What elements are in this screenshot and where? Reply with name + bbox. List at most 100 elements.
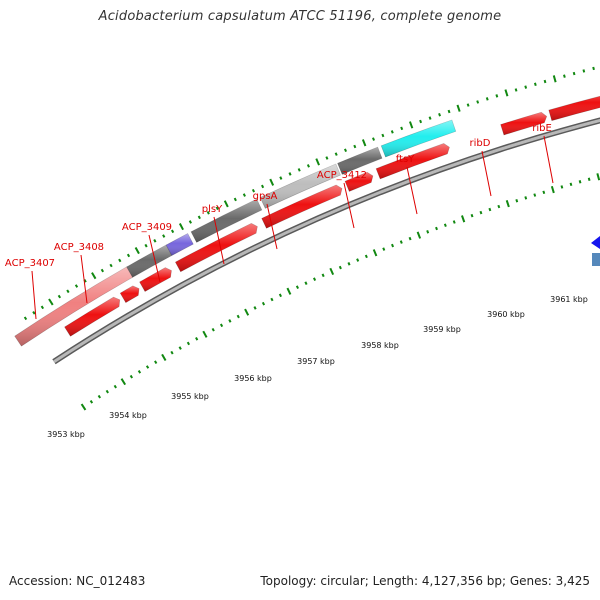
inner-tick-mark — [461, 215, 466, 223]
inner-tick-mark — [186, 341, 191, 346]
outer-tick-mark — [109, 263, 113, 268]
feature-track — [14, 119, 600, 347]
inner-tick-mark — [347, 262, 351, 266]
inner-tick-mark — [479, 210, 483, 215]
outer-tick-mark — [126, 253, 131, 258]
backbone-layer — [52, 117, 600, 365]
inner-tick-mark — [542, 190, 546, 195]
inner-tick-mark — [356, 258, 360, 262]
outer-tick-mark — [514, 88, 518, 92]
inner-tick-mark — [80, 403, 87, 411]
outer-tick-mark — [476, 100, 480, 104]
inner-tick-mark — [97, 394, 102, 399]
leader-line — [213, 216, 225, 265]
outer-tick-mark — [223, 200, 229, 208]
inner-tick-mark — [372, 249, 378, 257]
inner-tick-mark — [253, 306, 257, 310]
feature-dark-gray-shade — [191, 199, 262, 243]
outer-tick-mark — [466, 103, 470, 107]
inner-tick-mark — [515, 198, 519, 203]
gene-label: ACP_3407 — [5, 258, 55, 269]
inner-tick-mark — [416, 231, 422, 239]
inner-tick-mark — [550, 185, 555, 194]
inner-tick-mark — [228, 319, 232, 323]
outer-tick-mark — [592, 66, 595, 71]
outer-tick-mark — [485, 97, 489, 101]
inner-tick-mark — [382, 247, 386, 251]
kbp-label: 3960 kbp — [487, 310, 525, 319]
cds-track — [64, 95, 600, 337]
gene-label: ribE — [532, 123, 552, 134]
inner-tick-mark — [211, 327, 215, 332]
cds-arrow-shade — [64, 297, 120, 337]
outer-tick-mark — [390, 130, 394, 134]
inner-tick-mark — [286, 287, 292, 295]
leader-line — [31, 270, 37, 320]
outer-tick-mark — [353, 144, 357, 149]
backbone-line — [53, 118, 600, 364]
outer-tick-mark — [233, 197, 237, 202]
outer-tick-mark — [447, 109, 451, 114]
outer-tick-mark — [543, 79, 547, 84]
gene-label: plsY — [202, 204, 223, 215]
inner-tick-mark — [270, 297, 274, 302]
outer-tick-mark — [428, 116, 432, 120]
inner-tick-mark — [154, 360, 158, 364]
feature-steel — [592, 253, 600, 266]
feature-purple-shade — [166, 233, 194, 256]
outer-tick-mark — [456, 104, 461, 112]
inner-tick-mark — [236, 314, 240, 319]
inner-tick-mark — [313, 277, 317, 281]
outer-tick-mark — [197, 215, 201, 220]
kbp-label: 3953 kbp — [47, 430, 85, 439]
outer-tick-mark — [438, 112, 441, 117]
inner-tick-mark — [261, 301, 266, 306]
inner-tick-mark — [587, 177, 591, 181]
outer-tick-mark — [533, 82, 537, 86]
inner-tick-mark — [596, 173, 600, 181]
kbp-label: 3958 kbp — [361, 341, 399, 350]
inner-tick-mark — [170, 350, 174, 355]
outer-tick-mark — [372, 137, 375, 141]
gene-label: ACP_3412 — [317, 170, 367, 181]
inner-tick-mark — [321, 273, 325, 278]
inner-tick-mark — [569, 182, 573, 187]
feature-dark-gray-shade — [337, 147, 383, 175]
inner-tick-mark — [443, 223, 447, 227]
feature-light-gray-shade — [260, 163, 341, 209]
outer-tick-mark — [334, 152, 338, 156]
outer-tick-mark — [40, 305, 45, 310]
inner-tick-mark — [295, 285, 299, 289]
cds-arrow-shade — [139, 267, 172, 292]
gene-label: ribD — [470, 138, 491, 149]
inner-tick-mark — [497, 204, 501, 209]
cds-arrow-shade — [345, 172, 373, 192]
outer-tick-mark — [100, 268, 105, 273]
outer-tick-mark — [162, 234, 166, 238]
outer-tick-mark — [400, 126, 404, 131]
outer-tick-mark — [153, 239, 157, 243]
outer-tick-mark — [381, 133, 385, 138]
inner-tick-mark — [488, 207, 492, 212]
kbp-label: 3961 kbp — [550, 295, 588, 304]
outer-tick-mark — [188, 220, 192, 224]
inner-tick-mark — [304, 281, 308, 285]
outer-tick-mark — [344, 148, 347, 153]
inner-tick-mark — [113, 384, 117, 389]
outer-tick-mark — [170, 229, 175, 234]
gene-label: ftsY — [396, 154, 415, 165]
cds-arrow-shade — [120, 285, 140, 303]
cds-arrow-shade — [376, 143, 450, 179]
outer-tick-mark — [279, 176, 283, 180]
outer-tick-mark — [23, 316, 28, 321]
outer-tick-mark — [582, 69, 586, 73]
inner-tick-mark — [426, 230, 430, 234]
outer-tick-mark — [419, 119, 423, 124]
inner-tick-mark — [505, 199, 510, 208]
inner-tick-track — [80, 173, 600, 411]
outer-tick-mark — [315, 158, 320, 166]
inner-tick-mark — [120, 378, 127, 386]
inner-tick-mark — [329, 267, 335, 276]
outer-tick-mark — [361, 139, 367, 147]
outer-tick-mark — [504, 89, 509, 97]
